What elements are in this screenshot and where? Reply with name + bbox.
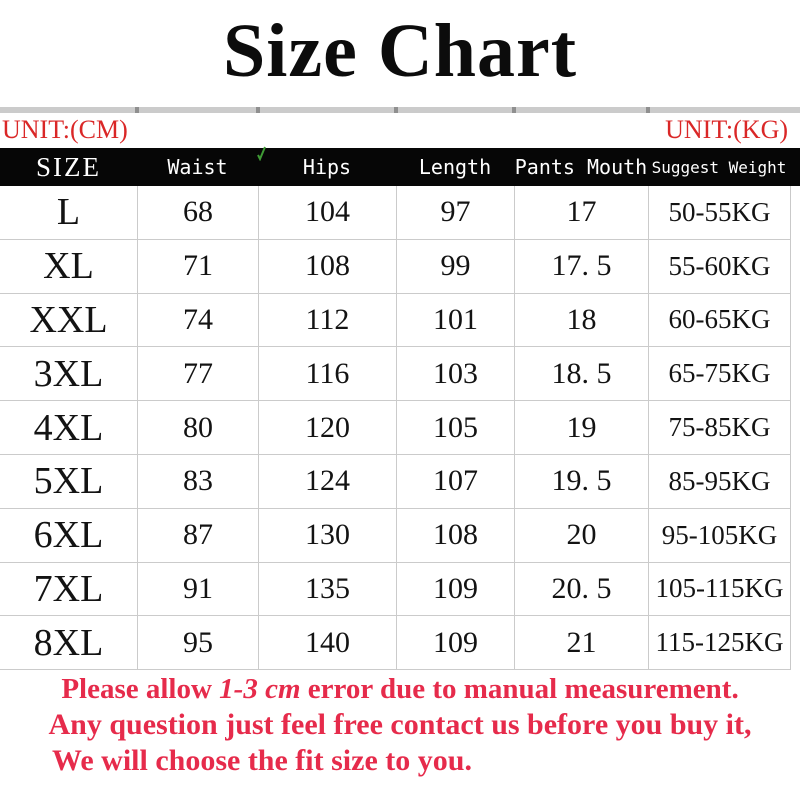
cell-pants-mouth: 18. 5 <box>514 347 648 401</box>
cell-pants-mouth: 19. 5 <box>514 454 648 508</box>
table-header-row: SIZE Waist Hips Length Pants Mouth Sugge… <box>0 148 800 186</box>
table-row: XL 71 108 99 17. 5 55-60KG <box>0 239 790 294</box>
cell-length: 97 <box>396 186 514 239</box>
table-row: 5XL 83 124 107 19. 5 85-95KG <box>0 454 790 509</box>
cell-waist: 74 <box>137 293 258 347</box>
note-measurement-tolerance: 1-3 cm <box>219 673 301 705</box>
cell-length: 107 <box>396 454 514 508</box>
cell-hips: 104 <box>258 186 396 239</box>
table-row: 8XL 95 140 109 21 115-125KG <box>0 616 790 671</box>
cell-length: 99 <box>396 239 514 293</box>
cell-size: XL <box>43 245 94 288</box>
cell-weight: 75-85KG <box>648 401 790 454</box>
unit-cm-label: UNIT:(CM) <box>2 115 128 144</box>
cell-size: 6XL <box>33 514 104 557</box>
cell-weight: 65-75KG <box>648 347 790 401</box>
cell-pants-mouth: 20 <box>514 508 648 562</box>
cell-length: 103 <box>396 347 514 401</box>
note-fit-size: We will choose the fit size to you. <box>52 744 472 777</box>
cell-hips: 120 <box>258 401 396 454</box>
spreadsheet-band <box>0 107 800 113</box>
note-measurement: Please allow 1-3 cm error due to manual … <box>0 671 800 707</box>
unit-kg-label: UNIT:(KG) <box>665 115 788 144</box>
cell-waist: 91 <box>137 562 258 616</box>
header-pants-mouth: Pants Mouth <box>514 155 648 179</box>
cell-waist: 71 <box>137 239 258 293</box>
cell-weight: 60-65KG <box>648 293 790 347</box>
note-measurement-prefix: Please allow <box>61 673 220 705</box>
cell-pants-mouth: 17 <box>514 186 648 239</box>
note-contact: Any question just feel free contact us b… <box>48 708 752 741</box>
cell-size: 5XL <box>33 460 104 503</box>
cell-waist: 80 <box>137 401 258 454</box>
cell-size: L <box>56 191 81 234</box>
cell-weight: 85-95KG <box>648 454 790 508</box>
cell-size: 7XL <box>33 567 104 610</box>
note-measurement-suffix: error due to manual measurement. <box>300 673 739 705</box>
cell-hips: 112 <box>258 293 396 347</box>
header-hips: Hips <box>302 155 352 179</box>
cell-length: 109 <box>396 616 514 670</box>
cell-weight: 105-115KG <box>648 562 790 616</box>
band-tick <box>646 107 650 113</box>
size-table-body: L 68 104 97 17 50-55KG XL 71 108 99 17. … <box>0 186 791 671</box>
table-row: 6XL 87 130 108 20 95-105KG <box>0 508 790 563</box>
cell-hips: 130 <box>258 508 396 562</box>
cell-weight: 115-125KG <box>648 616 790 670</box>
cell-weight: 95-105KG <box>648 508 790 562</box>
green-check-icon <box>257 146 266 161</box>
band-tick <box>256 107 260 113</box>
cell-size: 8XL <box>33 621 104 664</box>
table-row: 7XL 91 135 109 20. 5 105-115KG <box>0 562 790 617</box>
page-title: Size Chart <box>222 9 578 93</box>
band-tick <box>394 107 398 113</box>
table-row: L 68 104 97 17 50-55KG <box>0 186 790 240</box>
cell-length: 101 <box>396 293 514 347</box>
cell-pants-mouth: 17. 5 <box>514 239 648 293</box>
cell-hips: 135 <box>258 562 396 616</box>
cell-hips: 124 <box>258 454 396 508</box>
cell-size: 4XL <box>33 406 104 449</box>
header-length: Length <box>418 155 492 179</box>
header-suggest-weight: Suggest Weight <box>651 157 787 177</box>
header-waist: Waist <box>167 155 228 179</box>
footer-notes: Please allow 1-3 cm error due to manual … <box>0 671 800 779</box>
cell-hips: 140 <box>258 616 396 670</box>
table-row: 3XL 77 116 103 18. 5 65-75KG <box>0 347 790 402</box>
cell-pants-mouth: 21 <box>514 616 648 670</box>
unit-row: UNIT:(CM) UNIT:(KG) <box>0 112 800 148</box>
cell-waist: 95 <box>137 616 258 670</box>
table-row: 4XL 80 120 105 19 75-85KG <box>0 401 790 455</box>
cell-pants-mouth: 18 <box>514 293 648 347</box>
cell-waist: 68 <box>137 186 258 239</box>
band-tick <box>135 107 139 113</box>
cell-waist: 83 <box>137 454 258 508</box>
cell-length: 105 <box>396 401 514 454</box>
cell-hips: 108 <box>258 239 396 293</box>
cell-size: 3XL <box>33 352 104 395</box>
cell-waist: 77 <box>137 347 258 401</box>
band-tick <box>512 107 516 113</box>
cell-pants-mouth: 19 <box>514 401 648 454</box>
cell-weight: 55-60KG <box>648 239 790 293</box>
cell-weight: 50-55KG <box>648 186 790 239</box>
table-row: XXL 74 112 101 18 60-65KG <box>0 293 790 348</box>
header-size: SIZE <box>36 151 101 182</box>
cell-pants-mouth: 20. 5 <box>514 562 648 616</box>
cell-size: XXL <box>29 298 108 341</box>
cell-waist: 87 <box>137 508 258 562</box>
cell-length: 108 <box>396 508 514 562</box>
cell-length: 109 <box>396 562 514 616</box>
cell-hips: 116 <box>258 347 396 401</box>
